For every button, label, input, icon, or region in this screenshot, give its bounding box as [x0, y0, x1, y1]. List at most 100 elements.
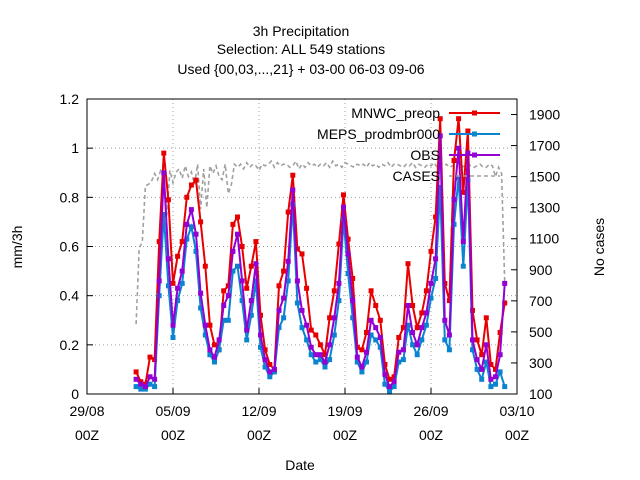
data-point-obs — [294, 278, 300, 284]
data-point-mnwc-preop — [368, 288, 374, 294]
data-point-obs — [299, 307, 305, 313]
data-point-mnwc-preop — [235, 214, 240, 220]
data-point-mnwc-preop — [276, 283, 282, 289]
x-tick-label-hour: 00Z — [505, 427, 530, 443]
data-point-meps-prodmbr000 — [405, 322, 411, 328]
data-point-meps-prodmbr000 — [267, 374, 273, 380]
data-point-obs — [271, 366, 277, 372]
data-point-meps-prodmbr000 — [170, 335, 176, 340]
data-point-obs — [341, 204, 346, 210]
data-point-obs — [216, 337, 222, 343]
legend-entry-meps-prodmbr000: MEPS_prodmbr000 — [317, 126, 500, 142]
data-point-obs — [202, 322, 208, 328]
data-point-obs — [207, 347, 213, 353]
legend-marker — [472, 131, 477, 137]
legend-entry-cases: CASES — [393, 168, 500, 184]
data-point-mnwc-preop — [258, 312, 263, 318]
data-point-obs — [479, 366, 485, 372]
data-point-mnwc-preop — [202, 263, 208, 269]
legend-label: MNWC_preop — [351, 105, 440, 121]
data-point-mnwc-preop — [262, 347, 268, 353]
data-point-meps-prodmbr000 — [336, 298, 342, 304]
data-point-mnwc-preop — [414, 325, 420, 331]
data-point-obs — [165, 256, 171, 262]
data-point-obs — [377, 335, 383, 340]
data-point-mnwc-preop — [133, 369, 139, 375]
data-point-meps-prodmbr000 — [331, 332, 337, 338]
data-point-meps-prodmbr000 — [368, 332, 374, 338]
data-point-mnwc-preop — [165, 197, 171, 203]
data-point-meps-prodmbr000 — [216, 347, 222, 353]
data-point-mnwc-preop — [377, 317, 383, 323]
data-point-mnwc-preop — [281, 268, 287, 274]
legend-label: CASES — [393, 168, 440, 184]
data-point-obs — [253, 261, 259, 267]
y2-tick-label: 1700 — [529, 138, 560, 154]
data-point-obs — [285, 258, 291, 264]
y-tick-label: 1.2 — [60, 91, 80, 107]
data-point-obs — [483, 342, 489, 348]
data-point-obs — [460, 239, 466, 245]
series-obs — [133, 133, 508, 390]
data-point-mnwc-preop — [179, 239, 185, 245]
data-point-obs — [281, 295, 287, 301]
y2-tick-label: 900 — [529, 262, 553, 278]
data-point-obs — [156, 278, 162, 284]
y-tick-label: 0.6 — [60, 239, 80, 255]
data-point-mnwc-preop — [290, 172, 296, 178]
data-point-obs — [414, 342, 420, 348]
x-tick-label-hour: 00Z — [75, 427, 100, 443]
data-point-obs — [193, 231, 199, 237]
y-axis-label: mm/3h — [9, 226, 25, 269]
data-point-meps-prodmbr000 — [221, 317, 227, 323]
data-point-meps-prodmbr000 — [488, 384, 494, 390]
data-point-obs — [179, 268, 185, 274]
y-tick-label: 0.4 — [60, 288, 80, 304]
data-point-obs — [317, 352, 323, 358]
y2-tick-label: 100 — [529, 386, 553, 402]
data-point-mnwc-preop — [207, 322, 213, 328]
x-tick-label-date: 12/09 — [241, 403, 276, 419]
data-point-mnwc-preop — [267, 362, 273, 367]
data-point-meps-prodmbr000 — [419, 337, 425, 343]
data-point-meps-prodmbr000 — [147, 381, 153, 387]
data-point-meps-prodmbr000 — [382, 381, 388, 387]
data-point-meps-prodmbr000 — [313, 359, 319, 365]
data-point-obs — [493, 374, 498, 380]
data-point-meps-prodmbr000 — [179, 280, 185, 286]
data-point-obs — [410, 330, 416, 335]
data-point-meps-prodmbr000 — [359, 369, 365, 375]
data-point-mnwc-preop — [248, 263, 254, 269]
data-point-mnwc-preop — [350, 276, 356, 281]
x-tick-label-date: 19/09 — [327, 403, 362, 419]
data-point-obs — [423, 310, 429, 316]
data-point-obs — [313, 352, 319, 358]
data-point-obs — [437, 133, 443, 139]
legend-entry-mnwc-preop: MNWC_preop — [351, 105, 500, 121]
data-point-meps-prodmbr000 — [317, 357, 323, 363]
data-point-meps-prodmbr000 — [493, 381, 498, 387]
data-point-meps-prodmbr000 — [387, 389, 392, 394]
x-tick-label-date: 03/10 — [499, 403, 534, 419]
x-tick-label-date: 29/08 — [69, 403, 104, 419]
data-point-meps-prodmbr000 — [212, 359, 217, 365]
data-point-obs — [327, 342, 333, 348]
y2-tick-label: 1300 — [529, 200, 560, 216]
data-point-obs — [405, 303, 411, 308]
data-point-mnwc-preop — [253, 239, 259, 245]
x-tick-label-hour: 00Z — [161, 427, 186, 443]
title-line-2: Selection: ALL 549 stations — [217, 41, 385, 57]
data-point-meps-prodmbr000 — [258, 344, 263, 350]
data-point-obs — [470, 337, 475, 343]
y-tick-label: 0.8 — [60, 189, 80, 205]
data-point-obs — [433, 256, 439, 262]
data-point-mnwc-preop — [331, 288, 337, 294]
data-point-meps-prodmbr000 — [373, 337, 379, 343]
data-point-meps-prodmbr000 — [479, 376, 485, 382]
data-point-meps-prodmbr000 — [304, 337, 310, 343]
x-tick-label-date: 05/09 — [155, 403, 190, 419]
y2-tick-label: 700 — [529, 293, 553, 309]
data-point-obs — [212, 354, 217, 360]
data-point-mnwc-preop — [373, 303, 379, 308]
